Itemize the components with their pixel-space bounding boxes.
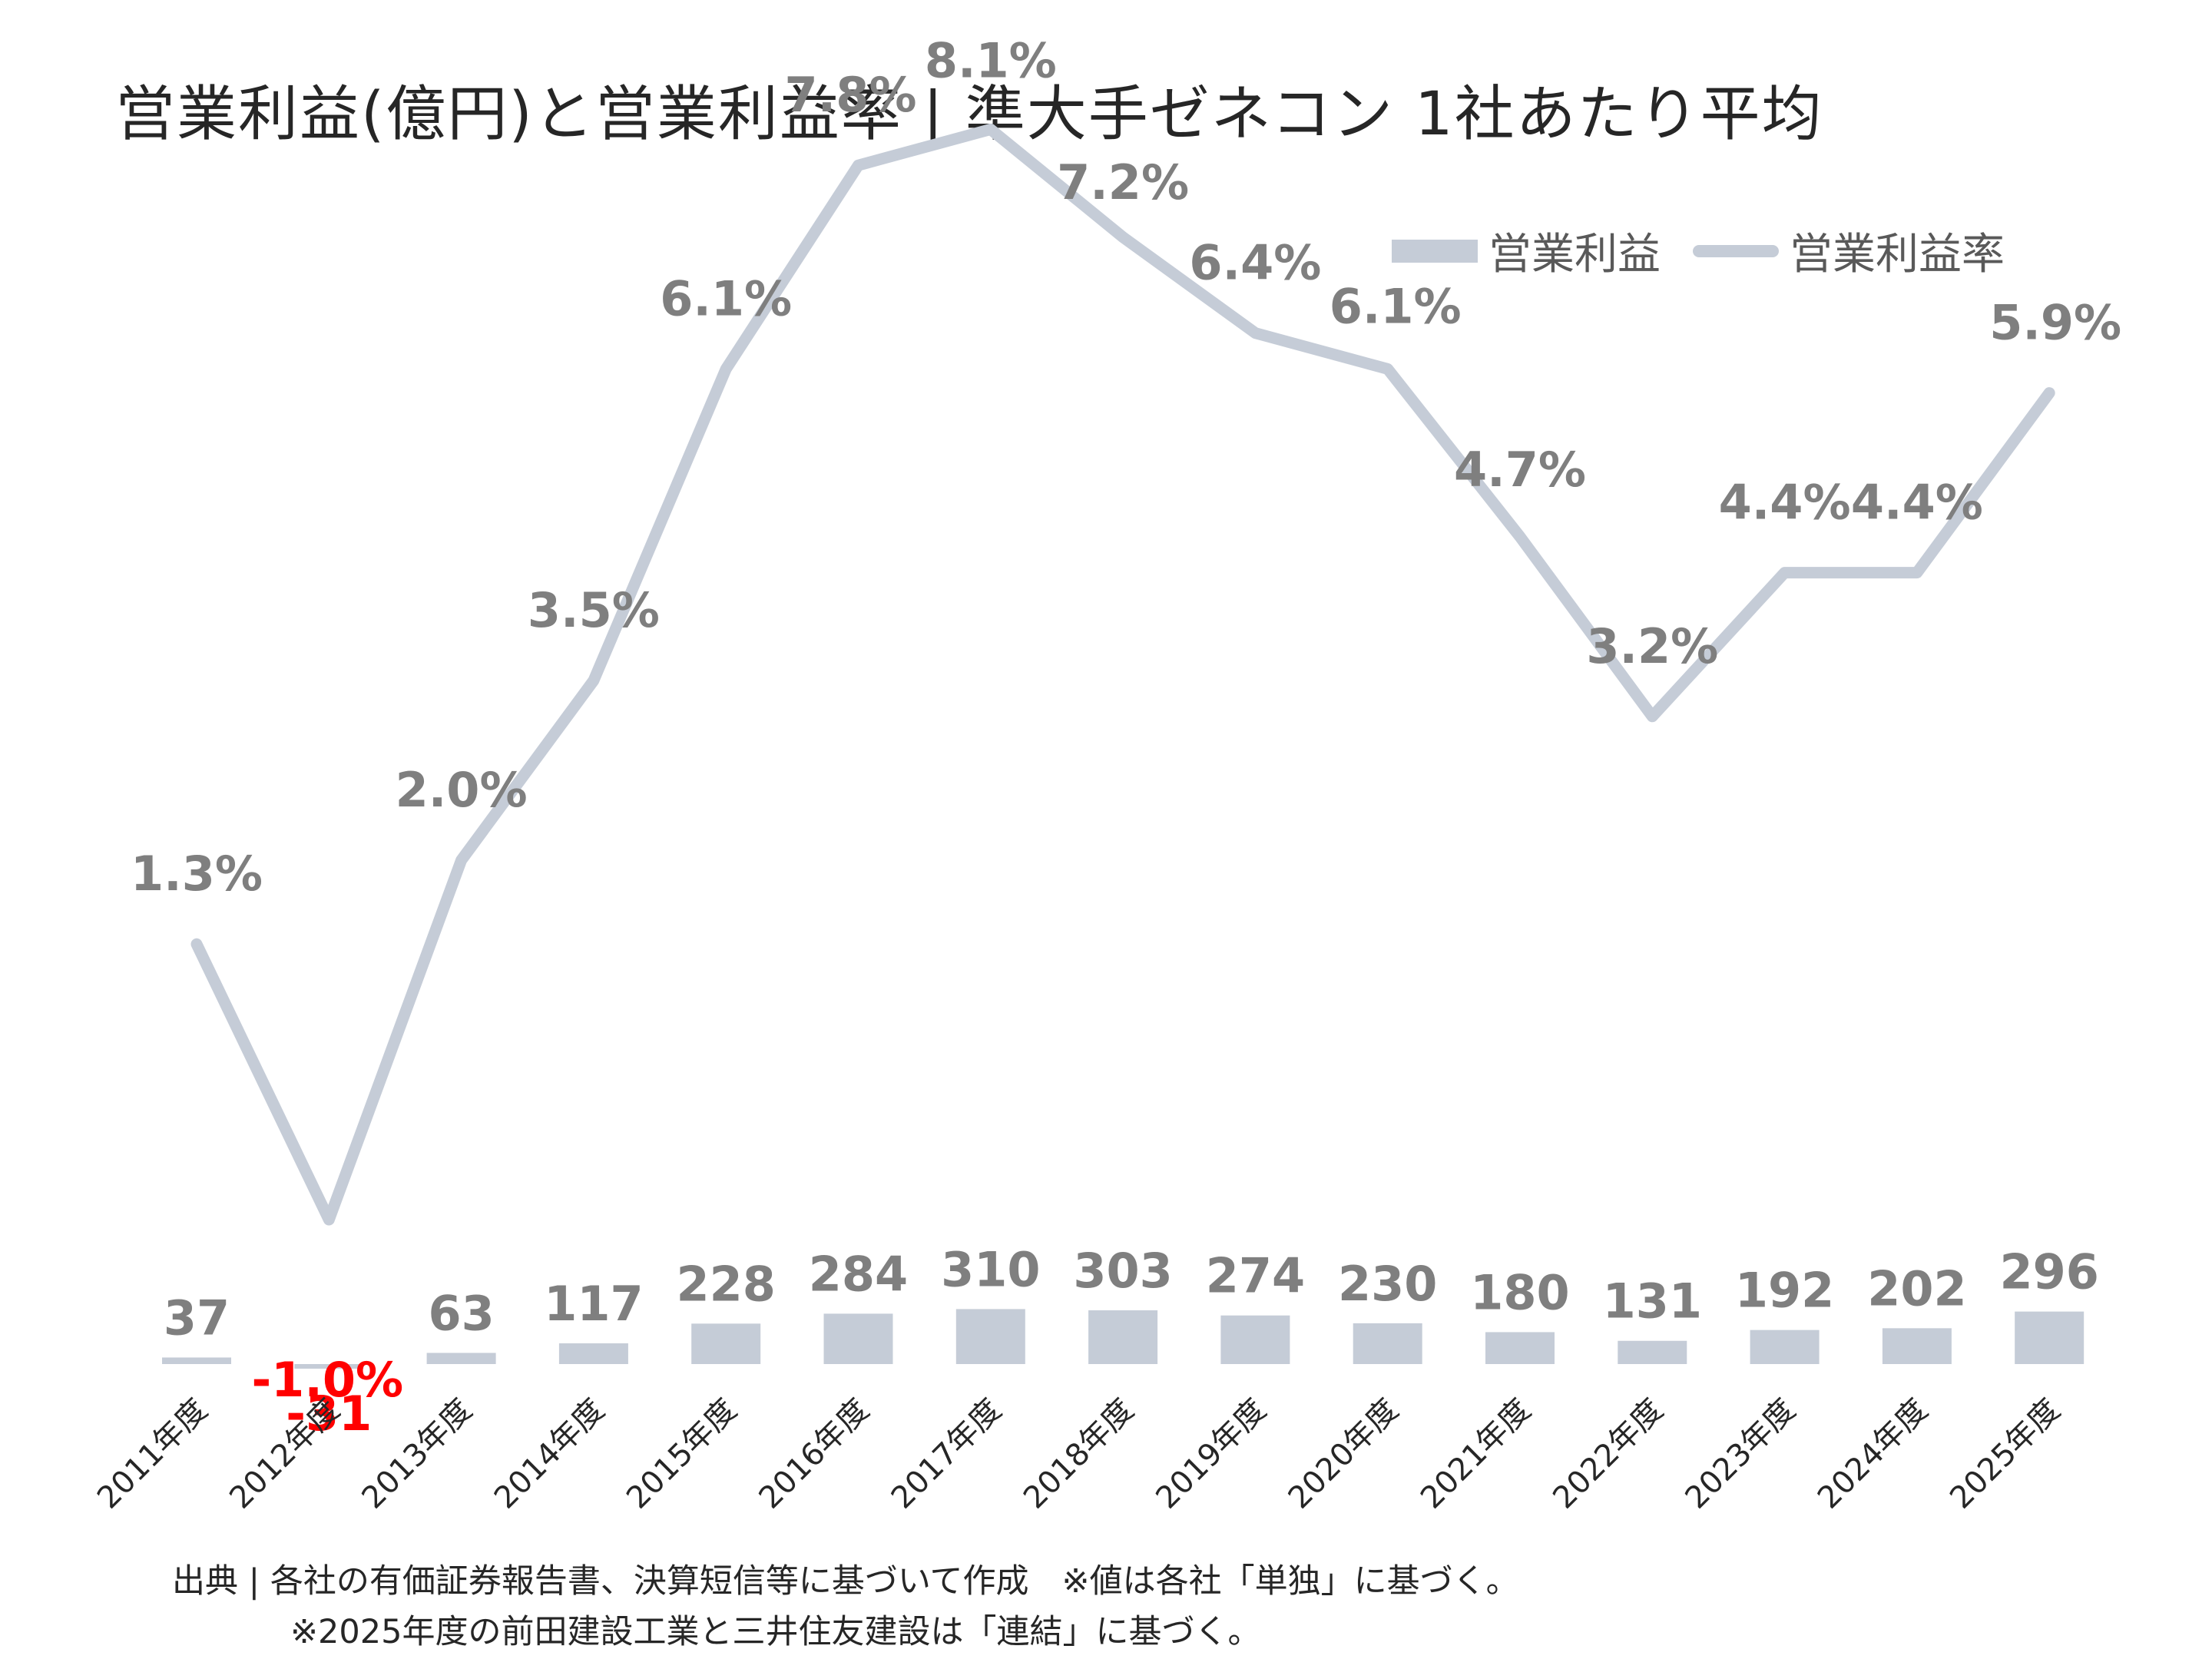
source-note-1: 出典 | 各社の有価証券報告書、決算短信等に基づいて作成 ※値は各社「単独」に基…: [172, 1562, 1519, 1601]
rate-label-7: 7.2%: [1057, 154, 1189, 210]
x-tick-label-10: 2021年度: [1414, 1392, 1538, 1516]
bar-3: [558, 1343, 628, 1364]
bar-6: [955, 1309, 1025, 1364]
rate-label-6: 8.1%: [925, 32, 1057, 88]
bar-label-4: 228: [676, 1256, 775, 1312]
legend-bar: 営業利益: [1392, 220, 1661, 282]
x-tick-label-1: 2012年度: [223, 1392, 346, 1516]
bar-label-3: 117: [544, 1276, 643, 1332]
rate-label-11: 3.2%: [1586, 618, 1718, 674]
rate-label-3: 3.5%: [528, 582, 660, 638]
bar-label-12: 192: [1735, 1263, 1834, 1319]
bar-label-14: 296: [1999, 1244, 2098, 1300]
bar-12: [1750, 1330, 1820, 1364]
bar-5: [823, 1313, 893, 1364]
bar-label-10: 180: [1470, 1264, 1569, 1320]
x-tick-label-7: 2018年度: [1017, 1392, 1141, 1516]
bar-label-11: 131: [1603, 1273, 1702, 1330]
legend-bar-swatch: [1392, 239, 1478, 263]
rate-label-1: -1.0%: [251, 1352, 403, 1408]
rate-label-10: 4.7%: [1454, 442, 1586, 498]
x-tick-label-13: 2024年度: [1811, 1392, 1935, 1516]
bar-label-13: 202: [1867, 1260, 1966, 1316]
bar-label-2: 63: [428, 1285, 494, 1341]
rate-label-0: 1.3%: [131, 846, 263, 902]
source-note-2: ※2025年度の前田建設工業と三井住友建設は「連結」に基づく。: [290, 1613, 1261, 1651]
bar-label-6: 310: [941, 1241, 1040, 1297]
bar-11: [1618, 1340, 1687, 1364]
legend-line-swatch: [1693, 244, 1779, 257]
x-tick-label-14: 2025年度: [1943, 1392, 2067, 1516]
bar-7: [1088, 1310, 1158, 1364]
rate-line: [190, 123, 2055, 1226]
bar-10: [1485, 1332, 1555, 1364]
bar-9: [1353, 1323, 1422, 1364]
bar-0: [162, 1357, 231, 1364]
bar-label-7: 303: [1073, 1243, 1172, 1299]
x-tick-label-11: 2022年度: [1546, 1392, 1670, 1516]
rate-label-2: 2.0%: [396, 762, 528, 818]
bar-label-8: 274: [1206, 1248, 1305, 1304]
bar-13: [1882, 1328, 1952, 1364]
bar-14: [2015, 1311, 2085, 1364]
bar-4: [691, 1323, 761, 1364]
rate-label-4: 6.1%: [660, 270, 792, 326]
rate-label-8: 6.4%: [1189, 235, 1321, 291]
bar-label-1: -31: [286, 1386, 372, 1442]
x-tick-label-8: 2019年度: [1149, 1392, 1273, 1516]
chart-canvas: 1.3%-1.0%2.0%3.5%6.1%7.8%8.1%7.2%6.4%6.1…: [91, 32, 2121, 1516]
x-tick-label-5: 2016年度: [752, 1392, 876, 1516]
legend-bar-label: 営業利益: [1488, 230, 1661, 280]
bar-1: [294, 1364, 364, 1369]
rate-label-9: 6.1%: [1330, 278, 1462, 334]
bar-label-0: 37: [164, 1290, 230, 1346]
bar-label-5: 284: [809, 1246, 908, 1302]
x-tick-label-0: 2011年度: [91, 1392, 214, 1516]
x-tick-label-9: 2020年度: [1282, 1392, 1406, 1516]
bar-8: [1220, 1315, 1290, 1364]
legend-line-label: 営業利益率: [1790, 230, 2005, 280]
rate-label-5: 7.8%: [785, 67, 917, 123]
rate-label-12: 4.4%: [1719, 475, 1851, 531]
bar-label-9: 230: [1338, 1256, 1437, 1312]
x-tick-label-4: 2015年度: [620, 1392, 743, 1516]
bar-2: [426, 1353, 496, 1364]
x-tick-label-12: 2023年度: [1679, 1392, 1803, 1516]
x-tick-label-6: 2017年度: [885, 1392, 1008, 1516]
rate-label-14: 5.9%: [1989, 295, 2121, 351]
x-tick-label-2: 2013年度: [356, 1392, 479, 1516]
x-tick-label-3: 2014年度: [488, 1392, 611, 1516]
rate-label-13: 4.4%: [1851, 475, 1983, 531]
legend-line: 営業利益率: [1693, 220, 2005, 282]
